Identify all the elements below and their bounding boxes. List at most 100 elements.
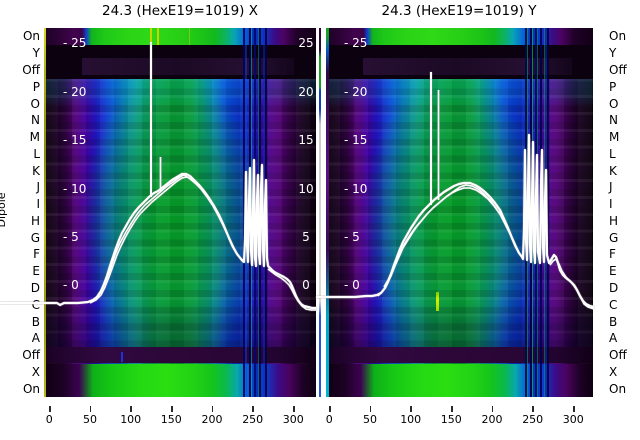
row-label-right: C	[609, 297, 618, 312]
row-label-right: Y	[609, 46, 617, 61]
left-panel-title: 24.3 (HexE19=1019) X	[101, 3, 258, 19]
row-label-right: G	[609, 230, 619, 245]
x-tick-mark	[451, 406, 453, 412]
row-label-left: L	[33, 146, 40, 161]
x-tick-label: 50	[83, 413, 97, 426]
row-label-left: F	[33, 247, 40, 262]
x-tick-mark	[491, 406, 494, 412]
row-label-right: F	[609, 247, 616, 262]
inner-tick-label: - 20	[63, 84, 87, 99]
row-label-right: I	[609, 197, 613, 212]
x-tick-mark	[252, 406, 254, 412]
row-label-left: Y	[32, 46, 40, 61]
x-tick-label: 0	[325, 413, 333, 426]
edge-tick-label: 0	[302, 278, 310, 292]
x-tick-mark	[532, 406, 534, 412]
row-label-left: I	[36, 197, 40, 212]
inner-tick-label: - 5	[63, 230, 79, 244]
heatmap-edge-column	[326, 28, 329, 397]
inner-tick-label: - 10	[63, 181, 87, 196]
edge-tick-label: 5	[302, 230, 310, 244]
heatmap-yellow-line	[150, 28, 152, 45]
row-label-left: J	[36, 180, 40, 195]
row-label-left: C	[31, 297, 40, 312]
x-tick-mark	[293, 406, 295, 412]
row-label-left: On	[22, 29, 40, 44]
row-label-left: H	[30, 213, 40, 228]
row-label-left: D	[30, 281, 40, 295]
edge-tick-label: 25	[298, 36, 314, 50]
row-label-right: P	[609, 79, 617, 94]
row-label-left: A	[31, 331, 40, 346]
row-label-right: Off	[609, 62, 627, 77]
inner-tick-label: - 25	[63, 36, 87, 50]
row-label-right: On	[609, 381, 627, 396]
row-label-right: Off	[609, 348, 627, 363]
x-tick-mark	[573, 406, 575, 412]
row-label-left: E	[32, 264, 40, 279]
x-tick-mark	[89, 406, 92, 412]
row-label-right: B	[609, 314, 618, 329]
row-label-left: K	[32, 163, 40, 178]
row-label-right: O	[609, 96, 619, 111]
heatmap-green-line	[437, 198, 438, 293]
row-label-right: X	[609, 364, 618, 379]
row-label-right: J	[609, 180, 613, 195]
heatmap-yellowgreen-mark	[436, 292, 439, 311]
heatmap-band-on-bottom	[44, 363, 316, 397]
heatmap-yellow-line	[157, 28, 159, 45]
x-tick-label: 250	[522, 413, 544, 426]
x-tick-label: 150	[440, 413, 462, 426]
row-label-left: Off	[22, 348, 40, 363]
row-label-right: On	[609, 29, 627, 44]
x-tick-mark	[130, 406, 132, 412]
heatmap-yellow-line-faint	[189, 28, 190, 45]
x-tick-label: 100	[120, 413, 142, 426]
inner-tick-label: - 10	[344, 181, 368, 196]
heatmap-blue-mark	[121, 352, 123, 362]
heatmap-noise-stripes	[242, 28, 271, 397]
heatmap-noise-stripes	[524, 28, 553, 397]
row-label-right: M	[609, 130, 620, 144]
heatmap-band-off-bottom	[44, 346, 316, 364]
x-tick-mark	[211, 406, 214, 412]
row-label-right: L	[609, 146, 616, 161]
x-tick-label: 250	[242, 413, 264, 426]
inner-tick-label: - 25	[344, 36, 368, 50]
inner-tick-label: - 0	[63, 278, 79, 292]
row-label-right: H	[609, 213, 619, 228]
heatmap-body-shading	[44, 78, 316, 347]
x-tick-label: 300	[282, 413, 304, 426]
x-tick-mark	[329, 406, 331, 412]
row-label-left: X	[31, 364, 40, 379]
row-label-left: N	[31, 113, 40, 128]
row-label-left: M	[29, 130, 40, 144]
inner-tick-label: - 20	[344, 84, 368, 99]
row-label-right: N	[609, 113, 618, 128]
row-label-left: O	[30, 96, 40, 111]
edge-tick-label: 15	[298, 133, 314, 147]
row-label-left: G	[30, 230, 40, 245]
row-label-right: A	[609, 331, 618, 346]
x-tick-mark	[49, 406, 51, 412]
heatmap-edge-column	[44, 28, 46, 397]
edge-tick-label: 20	[298, 84, 314, 99]
row-label-right: D	[609, 281, 619, 295]
row-label-left: Off	[22, 62, 40, 77]
x-tick-label: 200	[201, 413, 223, 426]
x-tick-label: 200	[481, 413, 503, 426]
row-label-left: P	[32, 79, 40, 94]
inner-tick-label: - 15	[63, 133, 87, 147]
inner-tick-label: - 5	[344, 230, 360, 244]
x-tick-label: 100	[400, 413, 422, 426]
right-panel-title: 24.3 (HexE19=1019) Y	[381, 3, 537, 19]
inner-tick-label: - 0	[344, 278, 360, 292]
row-label-left: B	[31, 314, 40, 329]
x-tick-label: 300	[562, 413, 584, 426]
row-label-right: K	[609, 163, 617, 178]
x-tick-mark	[171, 406, 173, 412]
x-tick-mark	[410, 406, 412, 412]
row-label-right: E	[609, 264, 617, 279]
row-label-left: On	[22, 381, 40, 396]
